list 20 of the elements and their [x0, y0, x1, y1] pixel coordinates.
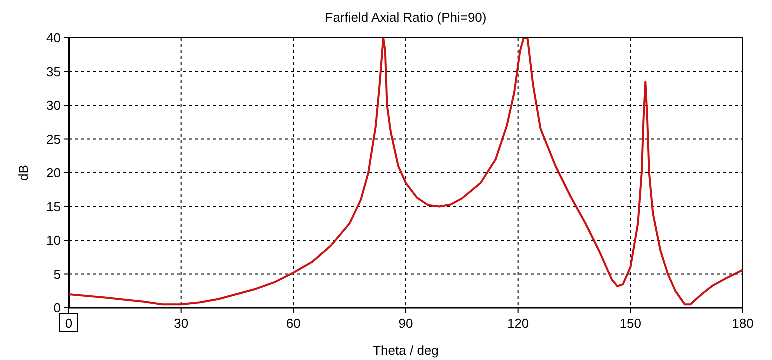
x-tick-label: 0	[65, 316, 73, 331]
y-tick-label: 20	[46, 166, 61, 180]
chart-title: Farfield Axial Ratio (Phi=90)	[325, 10, 487, 25]
y-tick-label: 35	[46, 64, 61, 80]
y-tick-label: 5	[54, 266, 61, 282]
y-axis-title: dB	[16, 165, 31, 181]
x-tick-label: 120	[507, 316, 530, 331]
y-tick-label: 40	[46, 30, 61, 46]
x-tick-label: 90	[398, 316, 414, 331]
y-tick-label: 10	[46, 233, 61, 248]
x-axis-title: Theta / deg	[373, 343, 439, 358]
y-tick-label: 15	[46, 199, 61, 214]
x-tick-label: 150	[620, 316, 642, 331]
x-tick-label: 180	[732, 316, 754, 331]
y-tick-label: 25	[46, 132, 61, 147]
x-tick-label: 30	[174, 316, 189, 331]
y-tick-label: 30	[46, 98, 61, 113]
x-tick-label: 60	[286, 316, 301, 331]
line-series	[69, 38, 743, 306]
y-tick-label: 0	[54, 300, 61, 316]
